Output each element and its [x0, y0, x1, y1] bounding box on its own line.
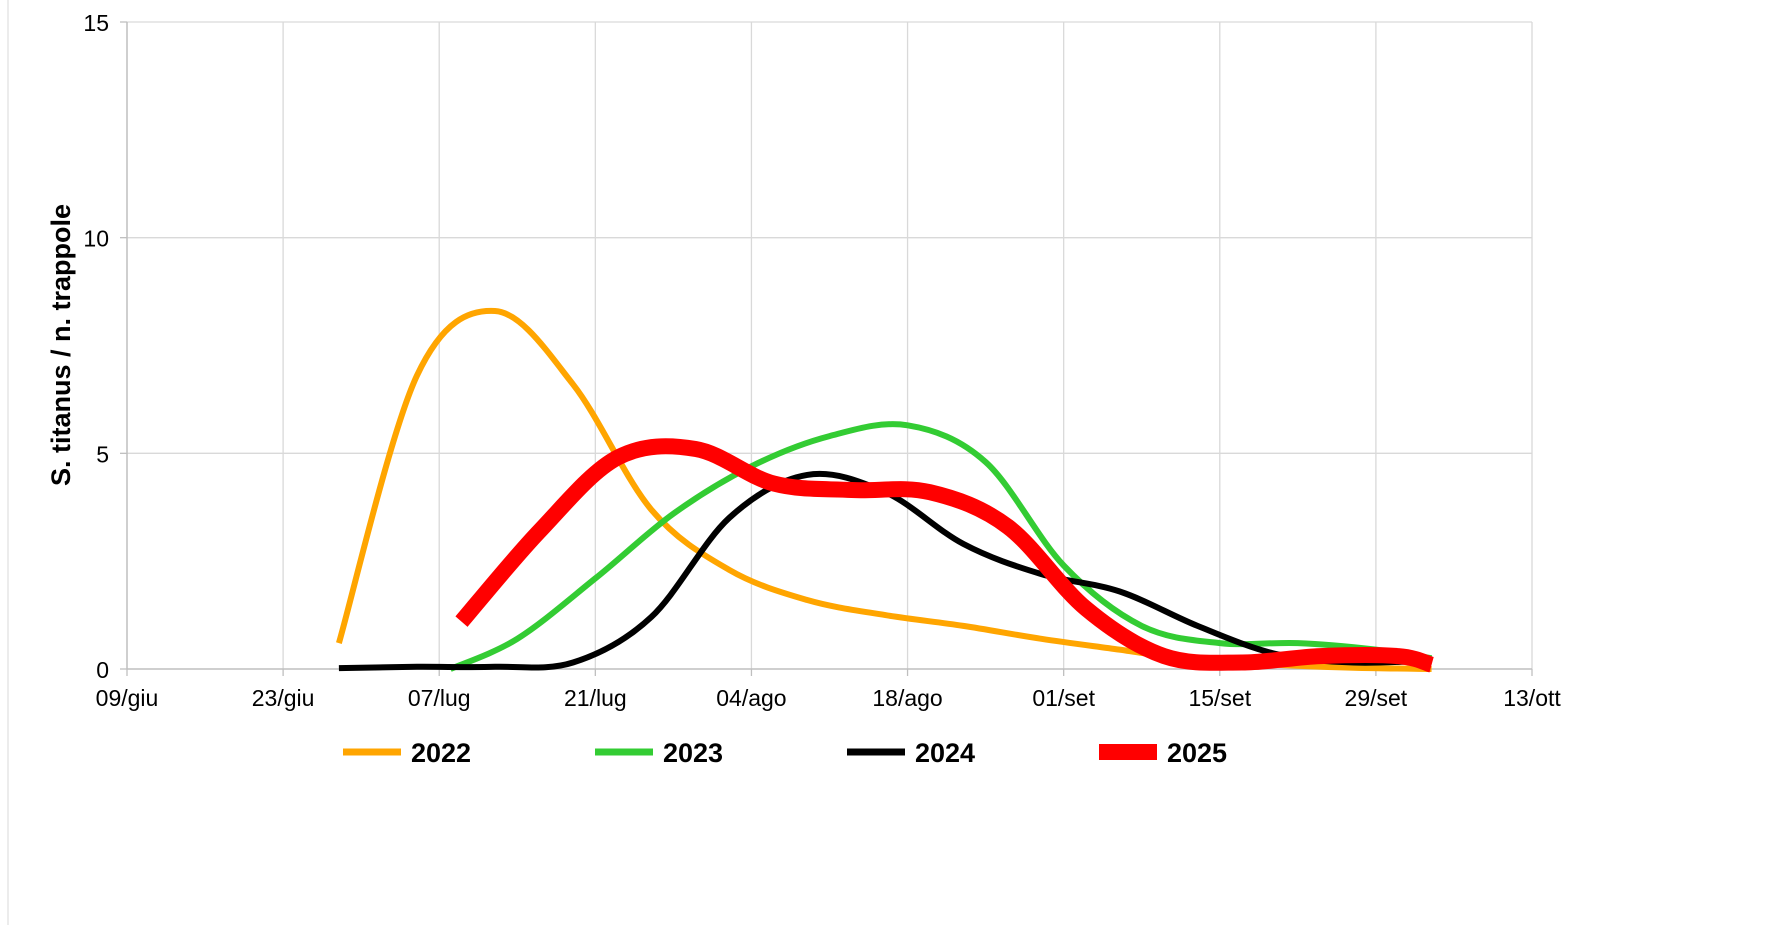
- legend-item-2023: 2023: [595, 738, 723, 768]
- y-tick-label: 5: [96, 441, 109, 467]
- x-tick-label: 13/ott: [1503, 685, 1561, 711]
- x-tick-label: 15/set: [1188, 685, 1251, 711]
- x-tick-label: 23/giu: [252, 685, 315, 711]
- legend-label: 2025: [1167, 738, 1227, 768]
- series-lines: [336, 307, 1435, 673]
- x-tick-label: 01/set: [1032, 685, 1095, 711]
- series-line-2025: [455, 438, 1435, 673]
- x-tick-label: 09/giu: [96, 685, 159, 711]
- x-tick-label: 04/ago: [716, 685, 786, 711]
- legend-item-2025: 2025: [1099, 738, 1227, 768]
- y-tick-label: 0: [96, 657, 109, 683]
- x-tick-label: 18/ago: [872, 685, 942, 711]
- x-tick-label: 29/set: [1345, 685, 1408, 711]
- x-tick-label: 21/lug: [564, 685, 627, 711]
- series-line-2023: [449, 421, 1433, 672]
- legend-item-2022: 2022: [343, 738, 471, 768]
- y-tick-label: 10: [83, 226, 109, 252]
- legend: 2022 2023 2024 2025: [343, 738, 1227, 768]
- x-tick-label: 07/lug: [408, 685, 471, 711]
- legend-label: 2023: [663, 738, 723, 768]
- gridlines: [127, 21, 1533, 669]
- tick-labels: 09/giu 23/giu 07/lug 21/lug 04/ago 18/ago 01/s…: [83, 10, 1561, 711]
- legend-label: 2022: [411, 738, 471, 768]
- y-axis-title: S. titanus / n. trappole: [46, 204, 76, 486]
- legend-label: 2024: [915, 738, 975, 768]
- y-tick-label: 15: [83, 10, 109, 36]
- legend-item-2024: 2024: [847, 738, 975, 768]
